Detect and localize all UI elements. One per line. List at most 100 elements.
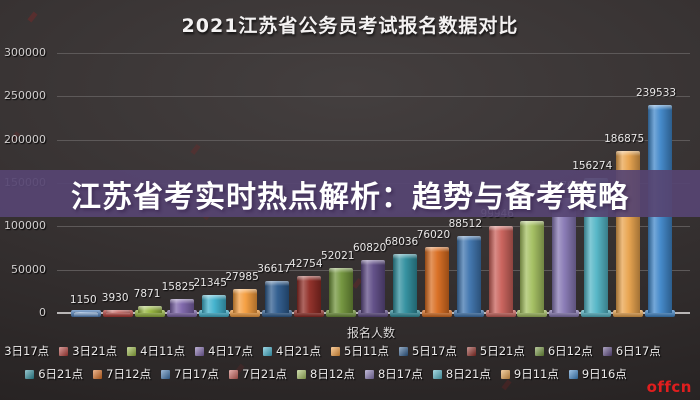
bar-value-label: 156274 (572, 159, 613, 172)
legend-swatch (25, 369, 35, 379)
bar (552, 197, 577, 314)
bar-value-label: 21345 (193, 276, 227, 289)
bar-value-label: 76020 (416, 229, 451, 242)
y-tick-label: 250000 (4, 89, 46, 103)
bar-group-3日17点: 1150 (70, 53, 102, 317)
y-tick-label: 50000 (11, 262, 46, 276)
bar-group-5日21点: 42754 (289, 53, 325, 317)
y-tick-label: 300000 (4, 46, 46, 59)
headline-banner: 江苏省考实时热点解析：趋势与备考策略 (0, 170, 700, 217)
offcn-logo: offcn (646, 378, 692, 396)
legend-item: 4日11点 (127, 343, 185, 359)
bar (488, 226, 513, 313)
legend-swatch (161, 369, 171, 379)
legend-item: 8日12点 (297, 366, 355, 382)
legend-item: 6日21点 (25, 366, 83, 382)
bar-base (134, 310, 165, 317)
bar-base (326, 310, 357, 317)
legend-label: 9日16点 (581, 367, 627, 381)
legend-swatch (568, 369, 578, 379)
legend-label: 9日11点 (513, 367, 559, 381)
legend-row-2: 6日21点 7日12点 7日17点 7日21点 8日12点 8日17点 8日21点 9日11点… (0, 366, 652, 382)
legend-item: 9日16点 (568, 366, 627, 382)
bar-base (357, 310, 388, 317)
legend-label: 6日17点 (615, 344, 661, 358)
bar-value-label: 15825 (161, 281, 195, 294)
legend-label: 4日21点 (276, 344, 321, 358)
bar (265, 281, 290, 313)
bar-value-label: 239533 (635, 87, 677, 100)
legend-item: 8日17点 (364, 366, 423, 382)
bar (329, 267, 354, 314)
bar (456, 236, 481, 313)
bar-base (453, 310, 484, 317)
legend-swatch (127, 346, 137, 356)
chart-title: 2021江苏省公务员考试报名数据对比 (181, 15, 519, 37)
legend-label: 6日21点 (38, 367, 84, 381)
legend-item: 4日21点 (263, 343, 321, 359)
bar-value-label: 42754 (289, 257, 323, 270)
legend-swatch (398, 346, 408, 356)
bar-base (262, 310, 293, 317)
legend-item: 5日21点 (466, 343, 525, 359)
bar-group-4日11点: 7871 (133, 53, 166, 317)
legend-label: 3日17点 (4, 344, 50, 358)
bar-base (421, 310, 452, 317)
legend-label: 7日12点 (106, 367, 152, 381)
bar-group-7日12点: 76020 (417, 53, 453, 317)
bar-base (517, 310, 548, 317)
bar (201, 294, 226, 314)
grid-line (57, 96, 690, 98)
bar (73, 312, 98, 317)
bar (520, 221, 545, 313)
bar-base (166, 310, 197, 317)
legend-row-1: 3日17点 3日21点 4日11点 4日17点 4日21点 5日11点 5日17点 5日21点… (0, 343, 661, 359)
bar-base (549, 310, 580, 317)
bar-value-label: 68036 (384, 236, 419, 249)
legend-swatch (263, 346, 273, 356)
legend-swatch (364, 369, 374, 379)
bar-base (645, 310, 676, 317)
legend-label: 5日11点 (344, 344, 389, 358)
legend-item: 6日17点 (602, 343, 661, 359)
bar (297, 275, 322, 314)
grid-line (57, 139, 690, 141)
bar-value-label: 52021 (321, 249, 355, 262)
bar (424, 247, 449, 313)
legend-swatch (59, 346, 69, 356)
legend-swatch (534, 346, 544, 356)
grid-line (57, 226, 690, 228)
legend-swatch (466, 346, 476, 356)
bar-group-7日21点: 99946 (481, 53, 517, 317)
y-tick-label: 0 (39, 306, 46, 319)
legend-item: 6日12点 (534, 343, 593, 359)
bar-value-label: 88512 (448, 218, 483, 231)
y-tick-label: 200000 (4, 132, 46, 146)
bar-base (389, 310, 420, 317)
y-tick-label: 100000 (4, 219, 46, 233)
bar-group-3日21点: 3930 (102, 53, 134, 317)
bar-value-label: 36617 (257, 263, 291, 276)
legend-item: 4日17点 (195, 343, 253, 359)
bar-base (581, 310, 612, 317)
grid-line (57, 53, 690, 54)
x-axis-title: 报名人数 (346, 326, 396, 340)
legend-item: 7日21点 (229, 366, 287, 382)
bar-group-4日21点: 21345 (193, 53, 230, 317)
legend-item: 5日11点 (331, 343, 389, 359)
legend-swatch (195, 346, 205, 356)
legend-label: 7日17点 (174, 367, 220, 381)
bar-group-6日17点: 60820 (353, 53, 389, 317)
legend-label: 5日17点 (411, 344, 457, 358)
bar-base (198, 310, 229, 317)
legend-swatch (500, 369, 510, 379)
legend-label: 8日12点 (310, 367, 355, 381)
bar-value-label: 7871 (133, 288, 161, 301)
bar-value-label: 186875 (604, 133, 645, 146)
bar-group-5日11点: 27985 (225, 53, 261, 317)
bar-group-7日17点: 88512 (449, 53, 485, 317)
legend-swatch (229, 369, 239, 379)
bar-value-label: 27985 (225, 270, 259, 283)
legend-item: 7日17点 (161, 366, 219, 382)
